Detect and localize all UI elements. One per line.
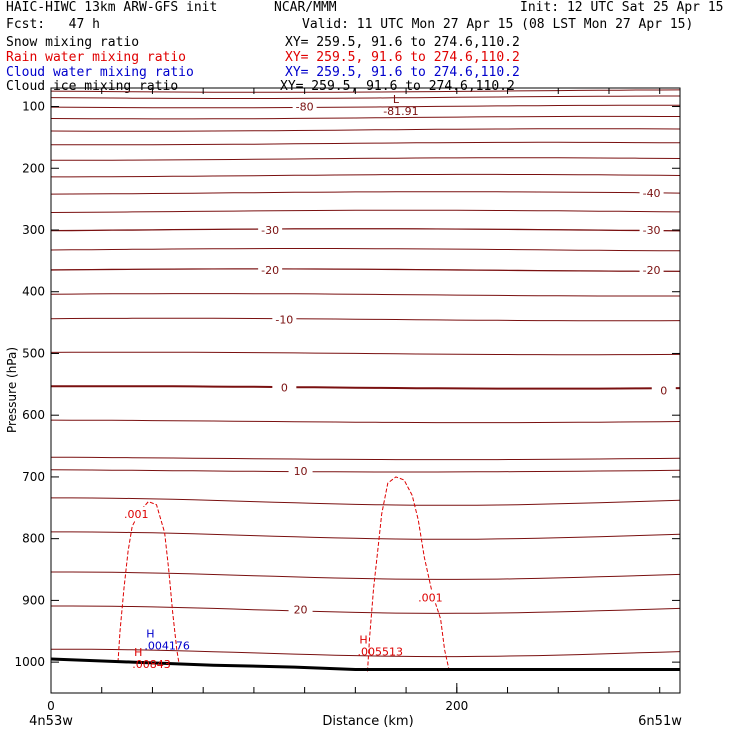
model-title: HAIC-HIWC 13km ARW-GFS init	[6, 0, 218, 15]
y-tick-label: 100	[22, 100, 45, 114]
field-cloudice-xy: XY= 259.5, 91.6 to 274.6,110.2	[280, 79, 515, 94]
isotherm-line	[51, 456, 681, 461]
y-tick-label: 500	[22, 346, 45, 360]
plot-frame	[50, 87, 681, 694]
ground-layer	[50, 657, 680, 671]
rain-contour	[367, 476, 450, 672]
isotherm-line	[50, 419, 681, 424]
isotherm-label-bg	[272, 312, 297, 326]
y-tick-label: 600	[22, 408, 45, 422]
isotherm-layer	[50, 89, 681, 658]
y-tick-label: 1000	[14, 655, 45, 669]
isotherm-line	[50, 228, 681, 232]
forecast-hour: Fcst: 47 h	[6, 17, 100, 32]
right-endpoint-label: 6n51w	[638, 714, 682, 729]
isotherm-line	[50, 95, 680, 99]
x-tick-label: 0	[47, 699, 55, 713]
maximum-symbol: H	[134, 646, 142, 659]
isotherm-label-bg	[288, 602, 313, 616]
isotherm-label: -30	[261, 224, 279, 237]
isotherm-line	[50, 293, 680, 297]
isotherm-line	[50, 317, 681, 322]
left-endpoint-label: 4n53w	[29, 714, 73, 729]
valid-time: Valid: 11 UTC Mon 27 Apr 15 (08 LST Mon …	[302, 17, 694, 32]
y-tick-label: 400	[22, 285, 45, 299]
isotherm-line	[51, 571, 681, 580]
y-tick-label: 200	[22, 161, 45, 175]
isotherm-label: -10	[275, 314, 293, 327]
isotherm-label-bg	[258, 222, 283, 236]
isotherm-label: 0	[660, 385, 667, 398]
y-tick-label: 800	[22, 532, 45, 546]
isotherm-label: -30	[643, 224, 661, 237]
isotherm-label-bg	[639, 263, 664, 277]
isotherm-line	[50, 351, 681, 356]
isotherm-line	[51, 648, 681, 658]
isotherm-label-bg	[639, 222, 664, 236]
isotherm-line	[51, 173, 681, 178]
rain-contour-label: .001	[418, 591, 443, 604]
field-cloudwater-xy: XY= 259.5, 91.6 to 274.6,110.2	[285, 65, 520, 80]
isotherm-label-bg	[258, 263, 283, 277]
contour-label-layer: -80 -40 -30 -30 -20 -20 -10 0 0 10 20 L-81.91 .001 .0…	[123, 93, 676, 671]
isotherm-label: 10	[294, 465, 308, 478]
isotherm-line	[51, 385, 681, 390]
maximum-symbol: H	[359, 634, 367, 647]
rain-label-bg	[123, 506, 150, 520]
maximum-value: .005513	[357, 646, 403, 659]
isotherm-label-bg	[288, 463, 313, 477]
isotherm-line	[50, 248, 681, 252]
isotherm-line	[51, 531, 681, 540]
isotherm-line	[50, 191, 681, 195]
min-symbol: L	[393, 93, 400, 106]
maximum-value: .00843	[132, 658, 171, 671]
field-rain-name: Rain water mixing ratio	[6, 50, 187, 65]
isotherm-label-bg	[272, 380, 297, 394]
x-axis: 0 200	[47, 88, 661, 713]
rain-contour-label: .001	[124, 508, 149, 521]
isotherm-line	[50, 141, 681, 146]
isotherm-label-bg	[292, 99, 317, 113]
maximum-symbol: H	[146, 627, 154, 640]
isotherm-line	[51, 605, 681, 614]
isotherm-label-bg	[651, 383, 676, 397]
field-cloudwater-name: Cloud water mixing ratio	[6, 65, 194, 80]
isotherm-line	[50, 104, 680, 109]
isotherm-label: 0	[281, 381, 288, 394]
y-axis-label: Pressure (hPa)	[5, 347, 19, 433]
isotherm-line	[50, 209, 681, 213]
rain-label-bg	[417, 590, 444, 604]
isotherm-line	[51, 497, 681, 506]
isotherm-line	[50, 89, 681, 93]
x-axis-label: Distance (km)	[322, 714, 413, 729]
field-snow-name: Snow mixing ratio	[6, 35, 140, 50]
min-value: -81.91	[383, 105, 418, 118]
init-time: Init: 12 UTC Sat 25 Apr 15	[520, 0, 724, 15]
field-cloudice-name: Cloud ice mixing ratio	[6, 79, 179, 94]
isotherm-label: 20	[294, 604, 308, 617]
rain-contour	[117, 501, 180, 663]
rain-contour-layer	[117, 476, 450, 672]
isotherm-line	[50, 128, 681, 132]
field-rain-xy: XY= 259.5, 91.6 to 274.6,110.2	[285, 50, 520, 65]
field-snow-xy: XY= 259.5, 91.6 to 274.6,110.2	[285, 35, 520, 50]
isotherm-label: -40	[643, 187, 661, 200]
y-tick-label: 900	[22, 593, 45, 607]
x-tick-label: 200	[445, 699, 468, 713]
isotherm-label-bg	[639, 185, 664, 199]
maximum-value: .004176	[144, 639, 190, 652]
ground-surface-line	[50, 657, 680, 671]
y-tick-label: 700	[22, 470, 45, 484]
isotherm-label: -80	[296, 101, 314, 114]
isotherm-line	[51, 157, 681, 161]
isotherm-label: -20	[643, 264, 661, 277]
isotherm-line	[50, 469, 681, 473]
isotherm-label: -20	[261, 264, 279, 277]
y-tick-label: 300	[22, 223, 45, 237]
org-label: NCAR/MMM	[274, 0, 337, 15]
isotherm-line	[50, 268, 681, 272]
isotherm-line	[50, 115, 680, 120]
